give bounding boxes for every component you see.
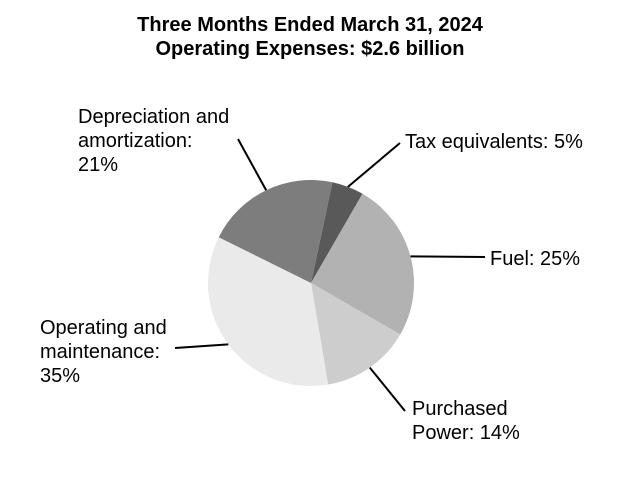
- chart-title-line2: Operating Expenses: $2.6 billion: [155, 38, 465, 60]
- slice-label-line: amortization:: [78, 130, 193, 152]
- slice-label-fuel: Fuel: 25%: [490, 247, 580, 271]
- chart-title: Three Months Ended March 31, 2024 Operat…: [0, 13, 620, 61]
- slice-label-line: 21%: [78, 154, 119, 176]
- chart-title-line1: Three Months Ended March 31, 2024: [137, 14, 483, 36]
- slice-label-depreciation-and-amortization: Depreciation and amortization: 21%: [78, 105, 229, 177]
- pie-slice-operating-and-maintenance: [207, 237, 329, 387]
- pie-slice-depreciation-and-amortization: [218, 179, 333, 283]
- slice-label-line: Purchased: [412, 398, 508, 420]
- leader-line-depreciation-and-amortization: [237, 138, 268, 191]
- slice-label-line: 35%: [40, 365, 81, 387]
- slice-label-purchased-power: Purchased Power: 14%: [412, 397, 520, 445]
- slice-label-tax-equivalents: Tax equivalents: 5%: [405, 130, 583, 154]
- leader-line-purchased-power: [369, 366, 406, 412]
- slice-label-line: Tax equivalents: 5%: [405, 131, 583, 153]
- slice-label-line: Operating and: [40, 317, 167, 339]
- pie-slice-fuel: [311, 193, 414, 335]
- slice-label-line: Fuel: 25%: [490, 248, 581, 270]
- slice-label-line: maintenance:: [40, 341, 161, 363]
- leader-line-operating-and-maintenance: [174, 343, 229, 349]
- slice-label-line: Depreciation and: [78, 106, 230, 128]
- leader-line-fuel: [410, 255, 486, 258]
- slice-label-operating-and-maintenance: Operating and maintenance: 35%: [40, 316, 167, 388]
- leader-line-tax-equivalents: [347, 142, 401, 188]
- pie-slice-tax-equivalents: [311, 182, 363, 283]
- pie-slice-purchased-power: [311, 283, 401, 385]
- slice-label-line: Power: 14%: [412, 422, 520, 444]
